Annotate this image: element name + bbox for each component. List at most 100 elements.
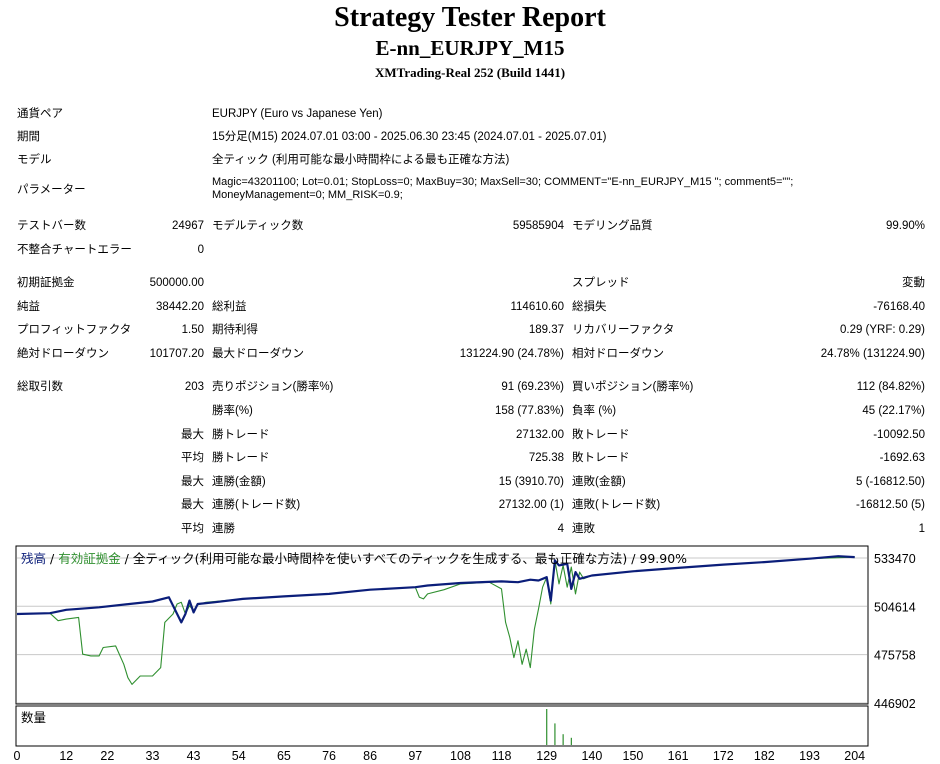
max-prefix-2: 最大 xyxy=(181,476,204,488)
win-rate-value: 158 (77.83%) xyxy=(494,405,564,417)
abs-dd-value: 101707.20 xyxy=(149,348,204,360)
volume-bars xyxy=(546,709,572,745)
volume-plot-frame xyxy=(15,705,869,747)
params-value: Magic=43201100; Lot=0.01; StopLoss=0; Ma… xyxy=(212,176,794,201)
x-tick-label: 22 xyxy=(100,749,114,763)
loss-rate-value: 45 (22.17%) xyxy=(862,405,925,417)
legend-separator: / xyxy=(46,551,58,566)
deposit-value: 500000.00 xyxy=(149,277,204,289)
x-tick-label: 129 xyxy=(536,749,557,763)
x-tick-label: 86 xyxy=(363,749,377,763)
volume-label: 数量 xyxy=(21,710,46,725)
expected-label: 期待利得 xyxy=(212,324,258,336)
x-tick-label: 97 xyxy=(408,749,422,763)
period-label: 期間 xyxy=(17,131,40,143)
abs-dd-label: 絶対ドローダウン xyxy=(17,348,109,360)
main-plot-frame xyxy=(15,545,869,705)
max-dd-value: 131224.90 (24.78%) xyxy=(459,348,564,360)
x-tick-label: 33 xyxy=(146,749,160,763)
long-label: 買いポジション(勝率%) xyxy=(572,381,694,393)
y-tick-labels: 533470 504614 475758 446902 xyxy=(874,552,916,711)
max-consec-wins-label: 連勝(金額) xyxy=(212,476,266,488)
short-label: 売りポジション(勝率%) xyxy=(212,381,334,393)
report-title: Strategy Tester Report xyxy=(334,2,606,33)
max-consec-profit-value: 27132.00 (1) xyxy=(498,499,564,511)
loss-rate-label: 負率 (%) xyxy=(572,405,617,417)
gross-profit-value: 114610.60 xyxy=(510,301,564,313)
rel-dd-label: 相対ドローダウン xyxy=(572,348,664,360)
x-tick-label: 204 xyxy=(844,749,865,763)
max-prefix-1: 最大 xyxy=(181,429,204,441)
avg-prefix-2: 平均 xyxy=(181,523,204,535)
bars-value: 24967 xyxy=(172,220,204,232)
server-build: XMTrading-Real 252 (Build 1441) xyxy=(374,65,566,80)
recovery-value: 0.29 (YRF: 0.29) xyxy=(839,324,925,336)
avg-consec-losses-label: 連敗 xyxy=(572,523,595,535)
avg-consec-wins-label: 連勝 xyxy=(212,523,235,535)
largest-win-label: 勝トレード xyxy=(212,429,270,441)
rel-dd-value: 24.78% (131224.90) xyxy=(820,348,925,360)
spread-label: スプレッド xyxy=(572,277,630,289)
total-trades-value: 203 xyxy=(184,381,204,393)
model-value: 全ティック (利用可能な最小時間枠による最も正確な方法) xyxy=(212,154,510,166)
legend: 残高 / 有効証拠金 / 全ティック(利用可能な最小時間枠を使いすべてのティック… xyxy=(21,551,687,566)
max-consec-losses-value: 5 (-16812.50) xyxy=(855,476,925,488)
max-consec-losses-label: 連敗(金額) xyxy=(572,476,626,488)
x-tick-label: 12 xyxy=(59,749,73,763)
max-consec-profit-label: 連勝(トレード数) xyxy=(212,499,301,511)
largest-loss-value: -10092.50 xyxy=(873,429,925,441)
pf-value: 1.50 xyxy=(181,324,204,336)
x-tick-label: 108 xyxy=(450,749,471,763)
max-prefix-3: 最大 xyxy=(181,499,204,511)
ticks-label: モデルティック数 xyxy=(212,220,304,232)
win-rate-label: 勝率(%) xyxy=(212,405,253,417)
grid-lines xyxy=(17,557,867,704)
model-label: モデル xyxy=(17,154,52,166)
spread-value: 変動 xyxy=(902,277,925,289)
avg-loss-value: -1692.63 xyxy=(879,452,925,464)
max-dd-label: 最大ドローダウン xyxy=(212,348,304,360)
params-label: パラメーター xyxy=(17,184,86,196)
bars-label: テストバー数 xyxy=(17,220,86,232)
x-tick-label: 193 xyxy=(799,749,820,763)
symbol-label: 通貨ペア xyxy=(17,108,63,120)
gross-loss-value: -76168.40 xyxy=(873,301,925,313)
avg-loss-label: 敗トレード xyxy=(572,452,630,464)
gross-profit-label: 総利益 xyxy=(212,301,247,313)
legend-description: / 全ティック(利用可能な最小時間枠を使いすべてのティックを生成する、最も正確な… xyxy=(121,551,687,566)
avg-consec-losses-value: 1 xyxy=(918,523,925,535)
net-value: 38442.20 xyxy=(156,301,204,313)
net-label: 純益 xyxy=(17,301,40,313)
x-tick-label: 65 xyxy=(277,749,291,763)
x-tick-label: 76 xyxy=(322,749,336,763)
series-lines xyxy=(16,555,855,685)
symbol-value: EURJPY (Euro vs Japanese Yen) xyxy=(212,108,383,120)
deposit-label: 初期証拠金 xyxy=(17,277,75,289)
x-tick-label: 54 xyxy=(232,749,246,763)
quality-label: モデリング品質 xyxy=(572,220,653,232)
x-tick-label: 161 xyxy=(668,749,689,763)
errors-label: 不整合チャートエラー xyxy=(17,244,132,256)
avg-win-value: 725.38 xyxy=(528,452,564,464)
y-tick-label: 504614 xyxy=(874,600,916,614)
ticks-value: 59585904 xyxy=(512,220,564,232)
errors-value: 0 xyxy=(197,244,204,256)
y-tick-label: 475758 xyxy=(874,649,916,663)
total-trades-label: 総取引数 xyxy=(17,381,63,393)
expected-value: 189.37 xyxy=(528,324,564,336)
y-tick-label: 533470 xyxy=(874,552,916,566)
x-tick-label: 182 xyxy=(754,749,775,763)
gross-loss-label: 総損失 xyxy=(572,301,607,313)
max-consec-wins-value: 15 (3910.70) xyxy=(498,476,564,488)
balance-line xyxy=(16,555,855,624)
recovery-label: リカバリーファクタ xyxy=(572,324,675,336)
avg-consec-wins-value: 4 xyxy=(557,523,564,535)
x-tick-label: 0 xyxy=(14,749,21,763)
short-value: 91 (69.23%) xyxy=(501,381,564,393)
x-tick-label: 43 xyxy=(187,749,201,763)
legend-balance: 残高 xyxy=(21,551,46,566)
largest-loss-label: 敗トレード xyxy=(572,429,630,441)
largest-win-value: 27132.00 xyxy=(516,429,564,441)
equity-line xyxy=(16,556,855,685)
